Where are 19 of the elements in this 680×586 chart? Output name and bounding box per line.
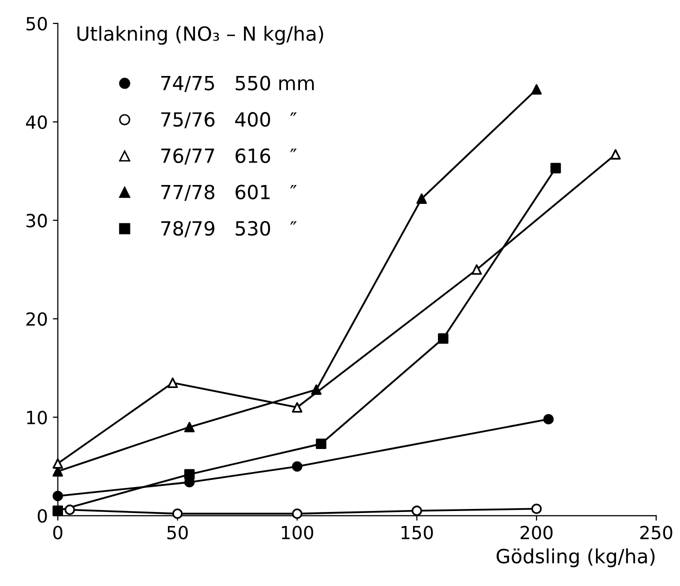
y-tick-label: 0: [38, 509, 47, 523]
legend-label: 76/77 616 ″: [161, 148, 297, 165]
x-tick-label: 0: [53, 526, 62, 540]
x-tick-label: 50: [167, 526, 188, 540]
legend-label: 78/79 530 ″: [161, 221, 297, 238]
y-tick-label: 10: [27, 410, 47, 424]
y-tick-label: 40: [26, 115, 47, 130]
y-axis-title: Utlakning (NO₃ – N kg/ha): [77, 26, 324, 45]
legend-label: 77/78 601 ″: [161, 184, 297, 201]
x-axis-title: Gödsling (kg/ha): [496, 548, 655, 568]
x-tick-label: 200: [520, 526, 553, 540]
x-tick-label: 250: [640, 526, 672, 540]
x-tick-label: 100: [282, 526, 314, 540]
x-tick-label: 150: [402, 526, 433, 540]
y-tick-label: 30: [26, 214, 47, 228]
y-tick-label: 20: [26, 312, 47, 326]
legend-label: 75/76 400 ″: [161, 112, 297, 128]
legend-label: 74/75 550 mm: [161, 76, 314, 92]
y-tick-label: 50: [26, 16, 47, 31]
